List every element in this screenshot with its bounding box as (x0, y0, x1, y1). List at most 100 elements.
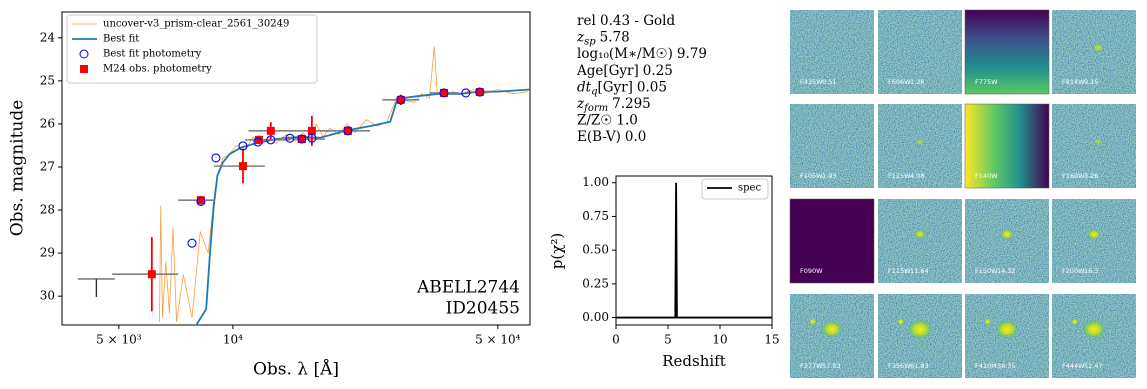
source (1093, 137, 1104, 146)
plot-area (77, 46, 530, 325)
neighbor (983, 317, 992, 326)
legend-label: spec (738, 183, 761, 194)
cutout-image (877, 103, 963, 189)
legend-swatch (79, 49, 89, 59)
cutout-filter: F775W (975, 78, 998, 86)
property-label: Z/Z☉ (577, 112, 612, 128)
cutout-filter: F277W (800, 362, 823, 370)
property: Z/Z☉ 1.0 (577, 112, 638, 128)
y-tick-label: 29 (40, 246, 55, 260)
property-label: z (576, 96, 585, 112)
photometry-point (147, 270, 156, 279)
photometry-point (475, 88, 484, 97)
cutout-snr: 4.08 (910, 172, 924, 180)
source (1087, 228, 1101, 240)
legend-label: uncover-v3_prism-clear_2561_30249 (103, 19, 289, 30)
cutout-snr: 61.83 (910, 362, 929, 370)
photometry-point (266, 135, 276, 145)
cutout-image (1051, 103, 1137, 189)
photometry-point (343, 126, 352, 135)
property-value: 0.25 (643, 62, 673, 78)
cutout-image (789, 198, 875, 284)
source (915, 137, 925, 146)
y-tick-label: 1.00 (582, 175, 609, 189)
source (1082, 319, 1106, 339)
cutout-filter: F444W (1062, 362, 1085, 370)
cutout-image (877, 198, 963, 284)
property-sub: form (583, 103, 608, 114)
property-suffix: [Gyr] (597, 79, 632, 95)
cutout-image (877, 9, 963, 95)
cutout-image (964, 198, 1050, 284)
x-tick-label: 5 × 10³ (96, 333, 142, 347)
cutout-filter: F606W (888, 78, 911, 86)
photometry-point (196, 196, 206, 206)
cutout-image (1051, 198, 1137, 284)
cutout-filter: F125W (888, 172, 911, 180)
x-tick-label: 5 × 10⁴ (475, 333, 521, 347)
source (821, 320, 843, 339)
neighbor (896, 317, 905, 326)
photometry-point (297, 135, 306, 144)
photometry-point (396, 95, 406, 105)
cutout-filter: F200W (1062, 267, 1085, 275)
property: zsp 5.78 (576, 29, 630, 47)
y-axis-label: Obs. magnitude (8, 100, 28, 237)
cutout-snr: 1.93 (822, 172, 836, 180)
x-tick-label: 15 (764, 333, 779, 347)
cutout-filter: F105W (800, 172, 823, 180)
property-label: dt (577, 79, 592, 95)
legend-box (701, 178, 769, 200)
property: Age[Gyr] 0.25 (576, 62, 673, 78)
legend-label: M24 obs. photometry (103, 64, 212, 75)
y-tick-label: 0.25 (582, 276, 609, 290)
cutout-snr: 1.26 (910, 78, 924, 86)
cutout-filter: F090W (800, 267, 823, 275)
plot-area (616, 182, 772, 319)
property-value: 1.0 (616, 112, 637, 128)
cutout-filter: F140W (975, 172, 998, 180)
photometry-point (475, 87, 485, 97)
cutout-filter: F814W (1062, 78, 1085, 86)
y-tick-label: 0.00 (582, 310, 609, 324)
property-label: z (576, 29, 585, 45)
series-line (616, 182, 772, 319)
y-tick-label: 25 (40, 73, 55, 87)
cutout-image (964, 103, 1050, 189)
source (1000, 228, 1014, 240)
neighbor (808, 317, 817, 326)
photometry-point (187, 238, 197, 248)
cutout-snr: 57.03 (822, 362, 841, 370)
photometry-point (439, 88, 449, 98)
property-label: E(B-V) (577, 129, 621, 145)
cutout-snr: 52.47 (1084, 362, 1103, 370)
y-tick-label: 24 (40, 30, 56, 44)
photometry-point (285, 133, 295, 143)
y-axis-label: p(χ²) (548, 233, 566, 269)
property-value: 5.78 (600, 29, 630, 45)
photometry-point (439, 88, 448, 97)
neighbor (1070, 317, 1079, 326)
property-label: rel 0.43 - Gold (577, 13, 675, 29)
x-tick-label: 5 (664, 333, 672, 347)
property-value: 7.295 (612, 96, 651, 112)
legend-swatch (80, 65, 88, 73)
cutout-snr: 38.35 (997, 362, 1016, 370)
annotation: ABELL2744 (416, 278, 520, 298)
cutout-filter: F410M (975, 362, 997, 370)
cutout-snr: 16.3 (1084, 267, 1098, 275)
y-tick-label: 0.75 (582, 209, 609, 223)
cutout-filter: F435W (800, 78, 823, 86)
x-axis-label: Obs. λ [Å] (253, 359, 339, 380)
y-tick-label: 27 (40, 159, 55, 173)
cutout-snr: 11.64 (910, 267, 929, 275)
photometry-point (307, 133, 317, 143)
property: log₁₀(M∗/M☉) 9.79 (577, 46, 707, 62)
legend-label: Best fit photometry (103, 49, 202, 60)
cutout-image (964, 9, 1050, 95)
legend-label: Best fit (103, 34, 139, 45)
x-tick-label: 10 (712, 333, 727, 347)
photometry-point (266, 126, 275, 135)
photometry-point (461, 88, 471, 98)
